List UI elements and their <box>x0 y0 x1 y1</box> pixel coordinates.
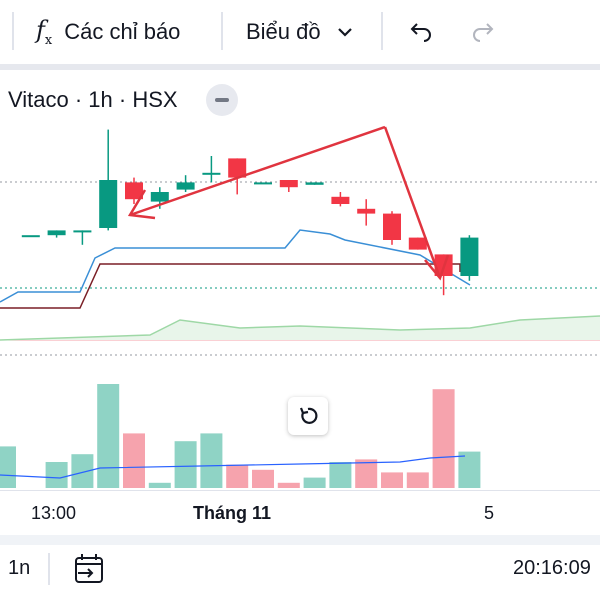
time-axis-border <box>0 490 600 491</box>
volume-bar <box>406 472 429 488</box>
volume-bar <box>200 433 223 488</box>
minus-icon[interactable] <box>205 84 238 116</box>
undo-button[interactable] <box>406 10 434 54</box>
candle-body <box>383 213 401 240</box>
candle-body <box>460 237 479 276</box>
volume-bar <box>277 482 300 488</box>
chart-type-button[interactable]: Biểu đồ <box>246 10 355 54</box>
candle-body <box>331 196 350 204</box>
candle-body <box>150 192 169 202</box>
volume-bar <box>97 384 120 488</box>
volume-bar <box>458 451 481 488</box>
volume-bar <box>71 454 94 488</box>
redo-icon <box>473 23 494 42</box>
volume-bar <box>148 482 171 488</box>
bottom-separator <box>0 535 600 545</box>
volume-bar <box>303 477 326 488</box>
time-axis-label: 5 <box>484 503 495 523</box>
indicators-button[interactable]: fx Các chỉ báo <box>36 10 180 54</box>
calendar-goto-icon[interactable] <box>72 553 106 585</box>
chart-type-label: Biểu đồ <box>246 19 321 44</box>
price-chart[interactable] <box>0 70 600 490</box>
volume-bar <box>174 441 197 488</box>
candle-body <box>228 158 247 178</box>
candle-body <box>47 230 66 236</box>
volume-bar <box>0 446 16 488</box>
indicators-label: Các chỉ báo <box>64 19 181 44</box>
interval-button[interactable]: 1n <box>8 557 31 579</box>
volume-bar <box>329 462 352 488</box>
top-toolbar: fx Các chỉ báo Biểu đồ <box>0 0 600 64</box>
chevron-down-icon <box>337 28 352 37</box>
indicator-band-line <box>0 315 600 341</box>
candle-body <box>21 235 40 238</box>
candle-body <box>73 230 92 233</box>
candle-body <box>254 182 272 185</box>
time-axis-label: 13:00 <box>31 503 77 523</box>
volume-bar <box>252 469 274 488</box>
indicator-line <box>0 229 471 303</box>
annotation-arrow <box>383 126 442 279</box>
candle-body <box>408 237 427 250</box>
reset-rotate-icon <box>299 407 318 424</box>
candle-body <box>305 182 324 185</box>
indicator-line <box>0 263 461 309</box>
annotation-arrowhead <box>424 254 450 281</box>
toolbar-divider <box>381 12 383 50</box>
annotation-arrowhead <box>127 189 156 220</box>
symbol-legend[interactable]: Vitaco · 1h · HSX <box>8 84 238 116</box>
function-fx-icon: fx <box>36 16 53 48</box>
candle-body <box>99 180 118 228</box>
candle-body <box>357 208 376 214</box>
redo-button[interactable] <box>470 10 498 54</box>
candle-body <box>176 182 195 190</box>
time-axis-label: Tháng 11 <box>193 503 272 523</box>
indicator-band <box>0 316 600 340</box>
undo-icon <box>410 23 431 42</box>
volume-ma-line <box>0 455 466 479</box>
candle-body <box>202 172 221 175</box>
candle-body <box>125 182 143 200</box>
candle-body <box>279 180 298 188</box>
bottom-divider <box>48 553 50 585</box>
annotation-arrow <box>129 125 386 217</box>
toolbar-divider <box>12 12 14 50</box>
toolbar-divider <box>221 12 223 50</box>
volume-bar <box>381 472 403 488</box>
reset-chart-button[interactable] <box>288 397 328 435</box>
bottom-bar <box>0 545 600 600</box>
volume-bar <box>123 433 145 488</box>
toolbar-separator <box>0 64 600 70</box>
volume-bar <box>355 459 378 488</box>
volume-bar <box>45 462 68 488</box>
volume-bar <box>226 464 249 488</box>
volume-bar <box>432 389 455 488</box>
symbol-label: Vitaco · 1h · HSX <box>8 87 178 112</box>
clock-label: 20:16:09 <box>513 557 591 579</box>
